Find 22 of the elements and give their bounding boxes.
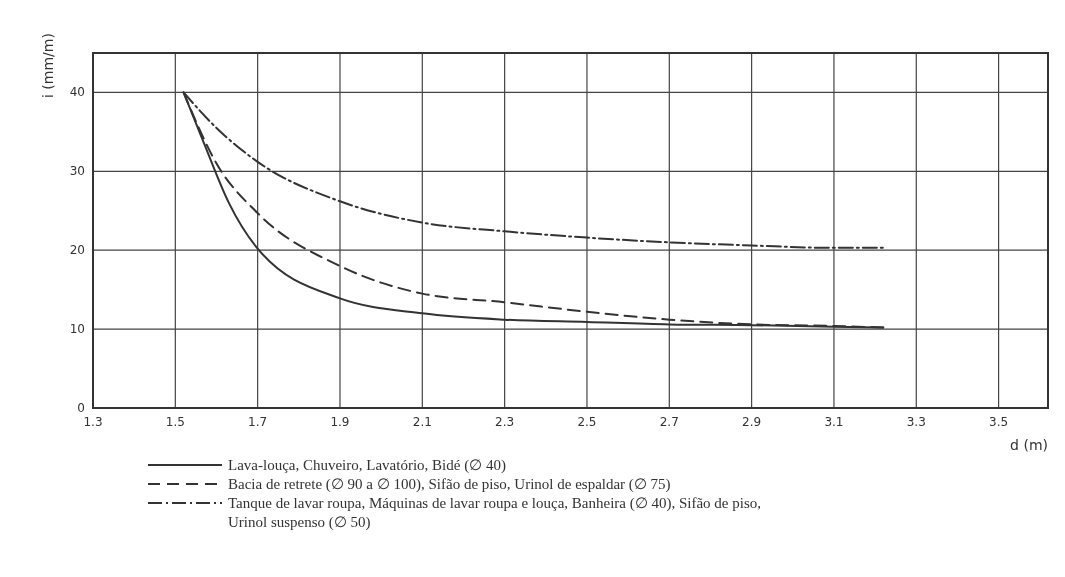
legend-label: Lava-louça, Chuveiro, Lavatório, Bidé (∅ 40) xyxy=(228,457,506,474)
x-tick-label: 1.7 xyxy=(248,415,268,429)
x-tick-label: 2.3 xyxy=(495,415,515,429)
y-tick-label: 10 xyxy=(69,322,85,337)
x-tick-label: 1.5 xyxy=(165,415,185,429)
y-tick-label: 40 xyxy=(69,85,85,100)
x-tick-label: 2.1 xyxy=(412,415,432,429)
x-tick-label: 2.9 xyxy=(742,415,762,429)
y-tick-label: 30 xyxy=(69,164,85,179)
x-tick-label: 1.9 xyxy=(330,415,350,429)
x-tick-label: 2.5 xyxy=(577,415,597,429)
x-tick-label: 3.3 xyxy=(906,415,926,429)
x-tick-label: 2.7 xyxy=(659,415,679,429)
legend-label: Bacia de retrete (∅ 90 a ∅ 100), Sifão de piso, Urinol de espaldar (∅ 75) xyxy=(228,476,671,493)
x-tick-label: 3.5 xyxy=(989,415,1009,429)
x-tick-label: 3.1 xyxy=(824,415,844,429)
x-axis-title: d (m) xyxy=(1010,437,1048,453)
x-tick-label: 1.3 xyxy=(83,415,103,429)
y-tick-label: 0 xyxy=(77,401,85,415)
legend-label: Tanque de lavar roupa, Máquinas de lavar roupa e louça, Banheira (∅ 40), Sifão de piso, Urinol suspenso (∅ 50) xyxy=(228,495,762,531)
y-tick-label: 20 xyxy=(69,243,85,258)
y-axis-title: i (mm/m) xyxy=(40,33,56,98)
